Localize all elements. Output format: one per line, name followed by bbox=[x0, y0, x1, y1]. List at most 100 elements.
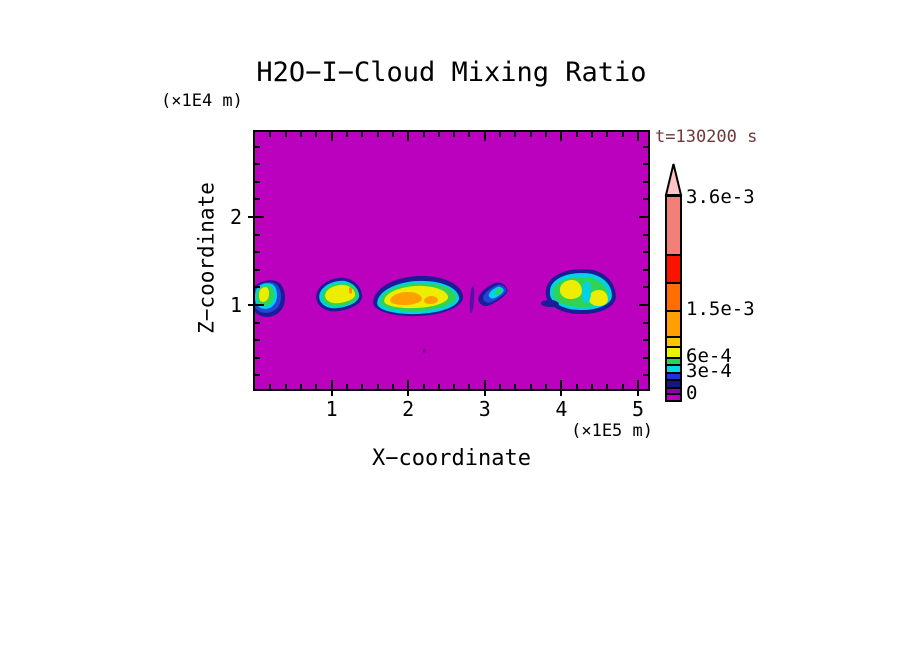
z-minor-tick bbox=[643, 321, 648, 324]
x-axis-tick-stub bbox=[330, 391, 333, 396]
x-minor-tick bbox=[299, 384, 302, 389]
x-minor-tick bbox=[391, 132, 394, 137]
z-minor-tick bbox=[255, 339, 260, 342]
x-axis-tick-stub bbox=[483, 391, 486, 396]
speck-layer bbox=[422, 349, 426, 353]
x-minor-tick bbox=[606, 384, 609, 389]
x-axis-unit: (×1E5 m) bbox=[571, 421, 653, 441]
z-minor-tick bbox=[255, 321, 260, 324]
z-minor-tick bbox=[643, 251, 648, 254]
z-tick-label: 1 bbox=[229, 293, 242, 317]
colorbar-overflow-arrow bbox=[664, 163, 683, 196]
colorbar-segment bbox=[667, 254, 680, 282]
z-tick-label: 2 bbox=[229, 205, 242, 229]
x-minor-tick bbox=[591, 384, 594, 389]
x-axis-tick-stub bbox=[560, 391, 563, 396]
x-minor-tick bbox=[315, 132, 318, 137]
chart-title: H2O−I−Cloud Mixing Ratio bbox=[256, 57, 647, 88]
z-minor-tick bbox=[643, 233, 648, 236]
z-axis-tick-stub bbox=[248, 304, 253, 306]
z-minor-tick bbox=[255, 356, 260, 359]
x-major-tick bbox=[330, 380, 333, 389]
cloud-5-layer bbox=[581, 280, 591, 304]
x-tick-label: 3 bbox=[478, 397, 491, 421]
x-minor-tick bbox=[529, 132, 532, 137]
z-minor-tick bbox=[643, 163, 648, 166]
plot-area bbox=[253, 130, 650, 391]
x-minor-tick bbox=[422, 132, 425, 137]
colorbar-tick-label: 1.5e-3 bbox=[686, 298, 755, 320]
x-tick-label: 1 bbox=[325, 397, 338, 421]
colorbar-segment bbox=[667, 364, 680, 372]
z-axis-tick-stub bbox=[248, 216, 253, 218]
x-major-tick bbox=[637, 380, 639, 389]
x-minor-tick bbox=[468, 132, 471, 137]
x-minor-tick bbox=[269, 132, 272, 137]
cloud-5-layer bbox=[540, 299, 560, 307]
z-minor-tick bbox=[255, 251, 260, 254]
x-minor-tick bbox=[575, 384, 578, 389]
x-minor-tick bbox=[361, 132, 364, 137]
colorbar bbox=[665, 195, 682, 402]
colorbar-segment bbox=[667, 345, 680, 357]
x-minor-tick bbox=[284, 132, 287, 137]
x-minor-tick bbox=[453, 384, 456, 389]
x-minor-tick bbox=[453, 132, 456, 137]
z-minor-tick bbox=[255, 198, 260, 201]
x-minor-tick bbox=[376, 132, 379, 137]
z-minor-tick bbox=[255, 286, 260, 289]
z-minor-tick bbox=[255, 180, 260, 183]
z-minor-tick bbox=[643, 198, 648, 201]
x-minor-tick bbox=[529, 384, 532, 389]
z-minor-tick bbox=[643, 374, 648, 377]
z-minor-tick bbox=[643, 286, 648, 289]
colorbar-tick-label: 3.6e-3 bbox=[686, 185, 755, 208]
x-minor-tick bbox=[361, 384, 364, 389]
z-minor-tick bbox=[643, 180, 648, 183]
colorbar-segment bbox=[667, 281, 680, 310]
timestamp: t=130200 s bbox=[655, 127, 758, 147]
z-minor-tick bbox=[643, 268, 648, 271]
x-minor-tick bbox=[299, 132, 302, 137]
cloud-2-layer bbox=[348, 286, 352, 294]
z-minor-tick bbox=[255, 374, 260, 377]
x-minor-tick bbox=[468, 384, 471, 389]
x-minor-tick bbox=[575, 132, 578, 137]
x-minor-tick bbox=[345, 132, 348, 137]
x-major-tick bbox=[483, 380, 486, 389]
x-tick-label: 4 bbox=[555, 397, 568, 421]
z-major-tick bbox=[639, 216, 648, 218]
x-tick-label: 2 bbox=[402, 397, 415, 421]
x-axis-tick-stub bbox=[637, 391, 639, 396]
x-minor-tick bbox=[591, 132, 594, 137]
x-minor-tick bbox=[499, 384, 502, 389]
x-minor-tick bbox=[606, 132, 609, 137]
x-minor-tick bbox=[514, 132, 517, 137]
x-minor-tick bbox=[284, 384, 287, 389]
x-minor-tick bbox=[376, 384, 379, 389]
z-minor-tick bbox=[255, 163, 260, 166]
cloud-5-layer bbox=[559, 279, 583, 299]
x-major-tick bbox=[407, 132, 410, 141]
z-minor-tick bbox=[643, 145, 648, 148]
x-axis-tick-stub bbox=[407, 391, 410, 396]
x-minor-tick bbox=[545, 384, 548, 389]
colorbar-segment bbox=[667, 386, 680, 393]
colorbar-tick-label: 6e-4 bbox=[686, 345, 732, 367]
cloud-5-layer bbox=[588, 289, 608, 307]
x-minor-tick bbox=[499, 132, 502, 137]
colorbar-segment bbox=[667, 197, 680, 254]
y-axis-unit: (×1E4 m) bbox=[161, 91, 243, 111]
x-major-tick bbox=[407, 380, 410, 389]
x-minor-tick bbox=[545, 132, 548, 137]
colorbar-segment bbox=[667, 336, 680, 346]
x-minor-tick bbox=[345, 384, 348, 389]
x-minor-tick bbox=[269, 384, 272, 389]
x-major-tick bbox=[483, 132, 486, 141]
colorbar-segment bbox=[667, 356, 680, 364]
colorbar-arrow-shape bbox=[664, 163, 683, 196]
x-major-tick bbox=[330, 132, 333, 141]
colorbar-segment bbox=[667, 379, 680, 387]
z-major-tick bbox=[639, 304, 648, 306]
